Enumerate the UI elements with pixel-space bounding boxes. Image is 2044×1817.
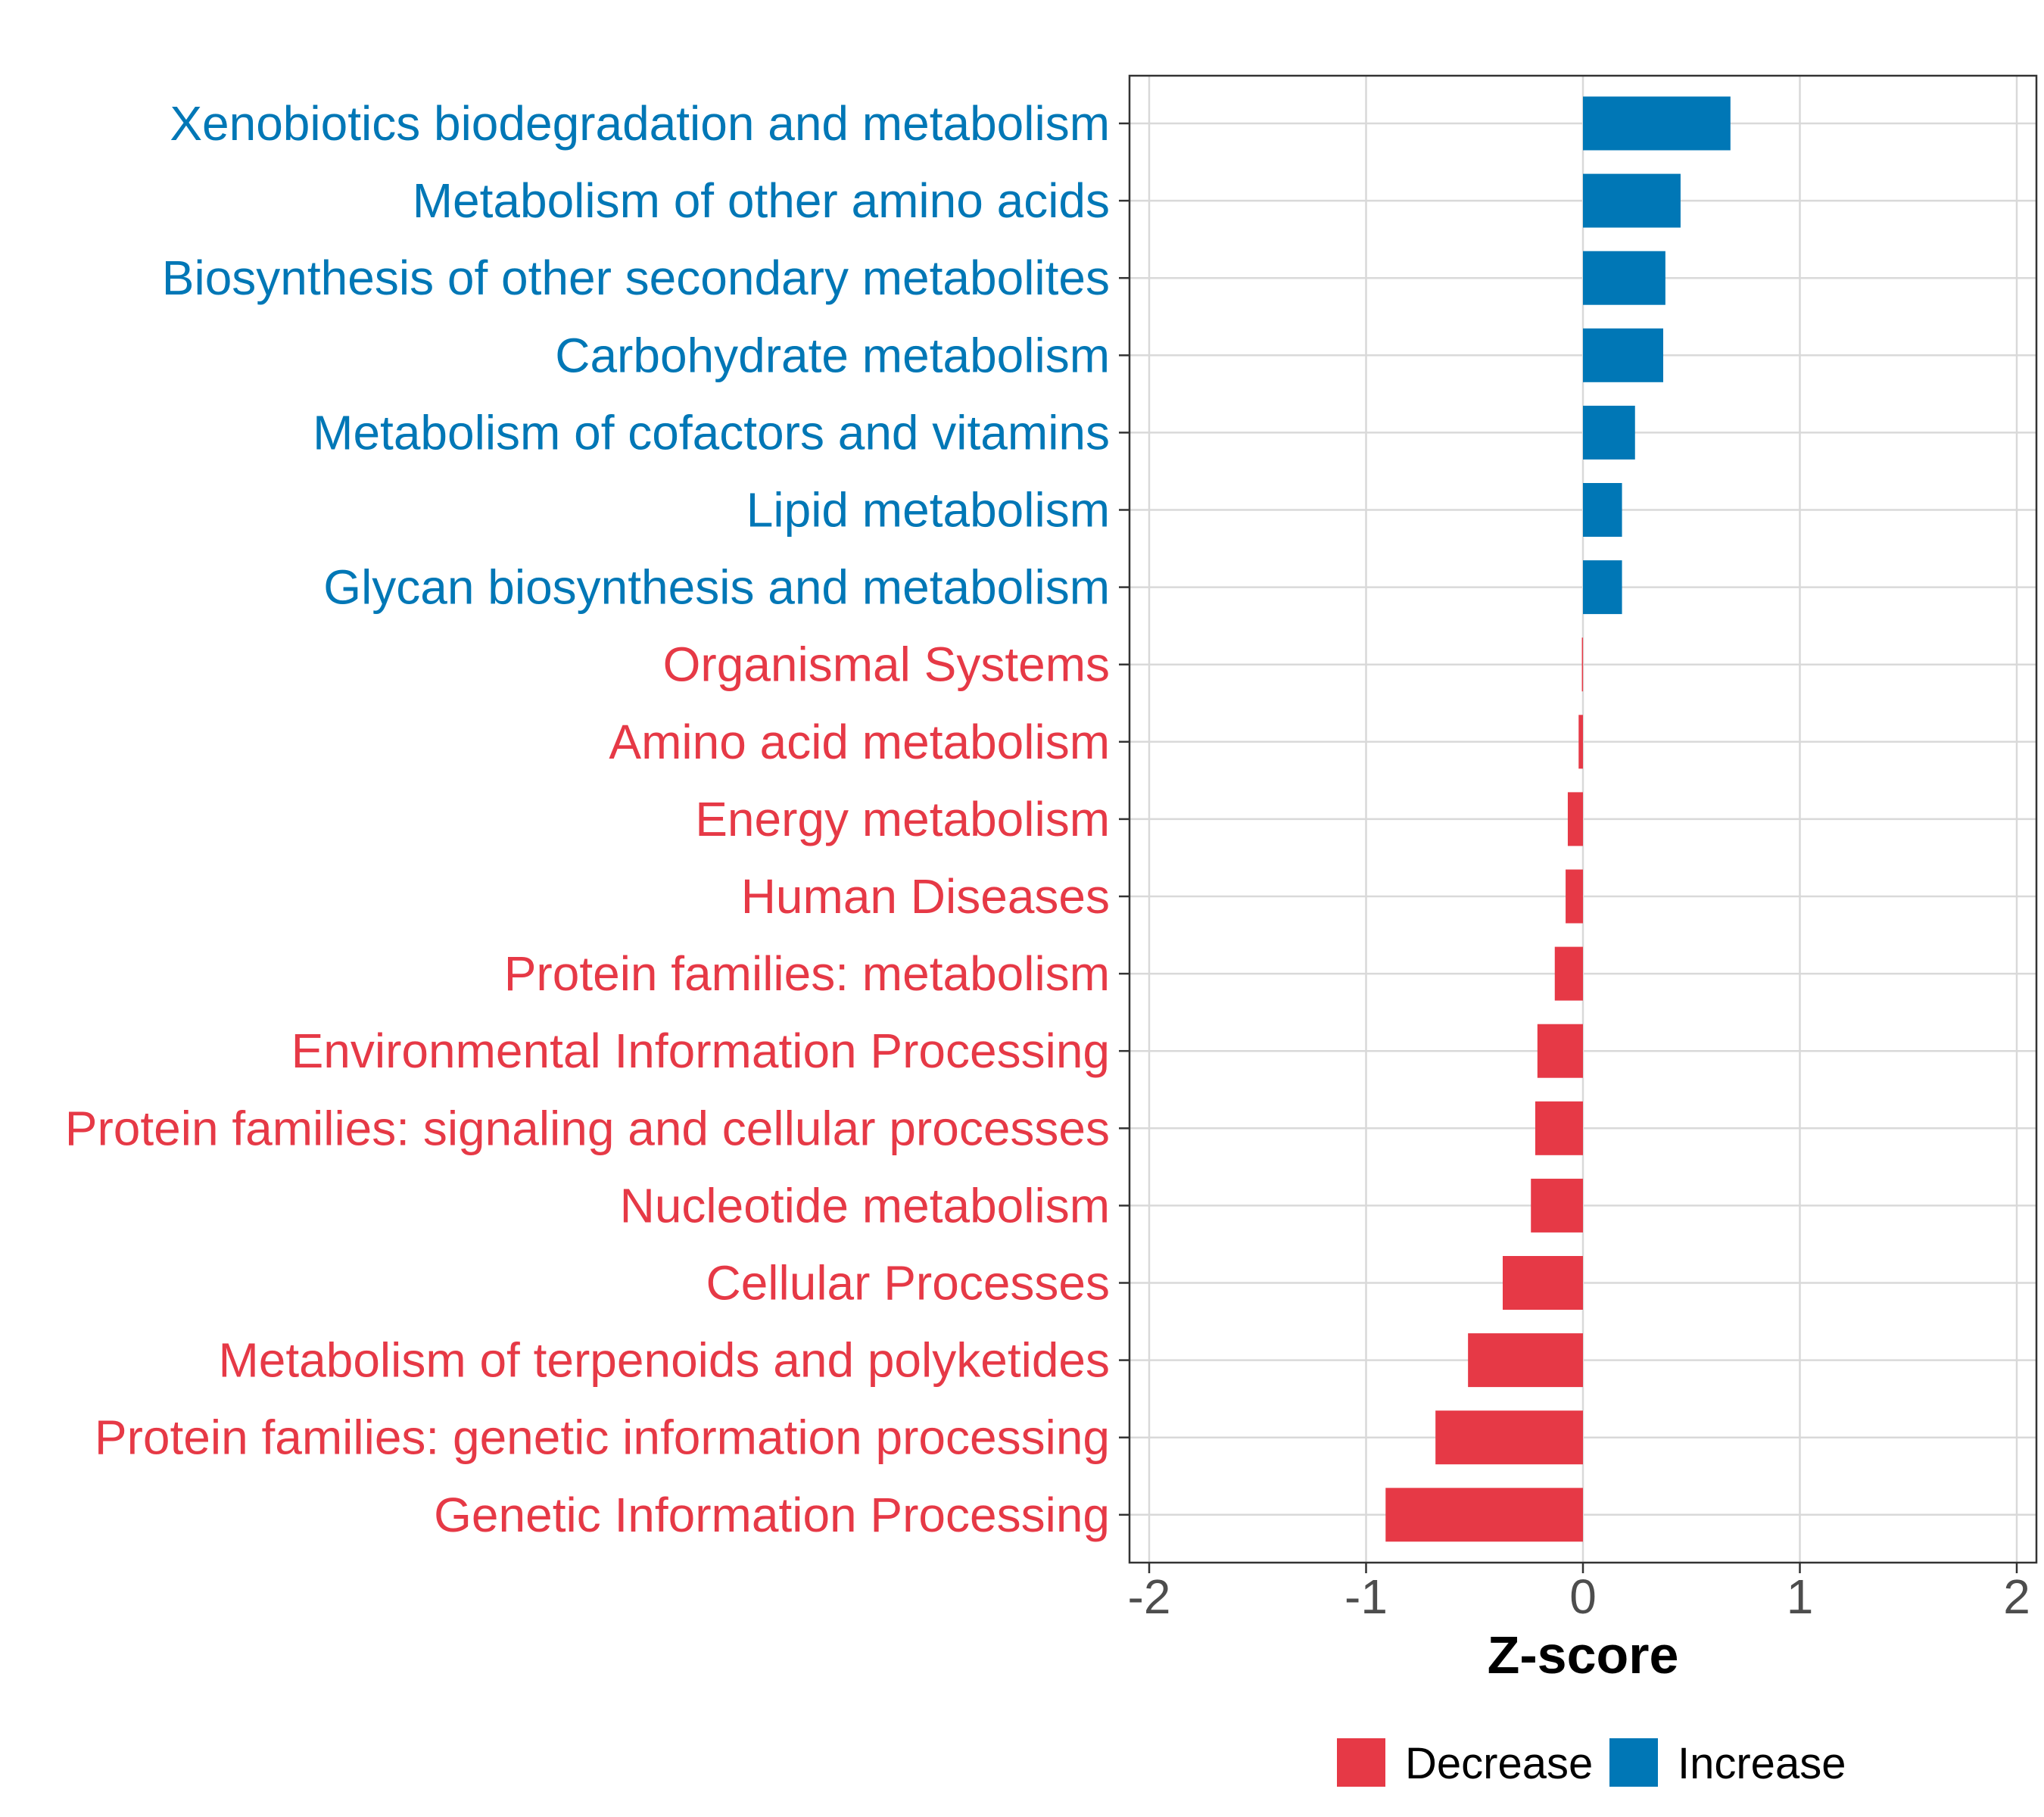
x-tick-labels: -2 -1 0 1 2 — [1128, 1569, 2030, 1624]
x-tick-label: 2 — [2003, 1569, 2030, 1624]
legend: Decrease Increase — [1337, 1738, 1846, 1788]
legend-label: Decrease — [1405, 1739, 1593, 1788]
x-tick-label: 0 — [1569, 1569, 1597, 1624]
bar — [1554, 946, 1583, 1001]
bar — [1531, 1178, 1583, 1233]
category-label: Metabolism of other amino acids — [413, 173, 1110, 228]
bar — [1583, 251, 1665, 305]
category-label: Protein families: metabolism — [504, 946, 1110, 1001]
bar — [1583, 560, 1622, 615]
category-label: Protein families: signaling and cellular… — [65, 1101, 1110, 1155]
category-label: Lipid metabolism — [746, 483, 1110, 538]
bar — [1537, 1024, 1583, 1078]
bar — [1583, 483, 1622, 537]
bar — [1468, 1333, 1583, 1388]
legend-label: Increase — [1678, 1739, 1846, 1788]
category-label: Nucleotide metabolism — [620, 1178, 1110, 1233]
bar — [1578, 715, 1583, 769]
legend-key — [1609, 1738, 1658, 1787]
bar — [1435, 1410, 1583, 1465]
bar — [1583, 328, 1664, 382]
x-tick-label: -1 — [1344, 1569, 1388, 1624]
bar — [1583, 173, 1681, 228]
category-label: Organismal Systems — [663, 637, 1110, 692]
category-label: Metabolism of terpenoids and polyketides — [218, 1333, 1110, 1388]
category-label: Energy metabolism — [695, 792, 1110, 846]
category-label: Xenobiotics biodegradation and metabolis… — [170, 96, 1110, 151]
category-label: Genetic Information Processing — [434, 1488, 1110, 1542]
category-label: Carbohydrate metabolism — [555, 328, 1110, 382]
bar — [1583, 405, 1635, 460]
category-label: Biosynthesis of other secondary metaboli… — [162, 251, 1110, 305]
bar — [1502, 1256, 1583, 1310]
category-label: Protein families: genetic information pr… — [95, 1410, 1110, 1465]
bar — [1566, 869, 1583, 924]
bars — [1385, 96, 1731, 1542]
category-label: Human Diseases — [741, 869, 1110, 924]
bar — [1581, 637, 1584, 692]
bar — [1567, 792, 1583, 846]
bar — [1385, 1488, 1583, 1542]
legend-key — [1337, 1738, 1385, 1787]
bar — [1535, 1101, 1583, 1155]
category-labels: Xenobiotics biodegradation and metabolis… — [65, 96, 1110, 1542]
bar — [1583, 96, 1731, 151]
x-tick-label: 1 — [1787, 1569, 1814, 1624]
x-tick-label: -2 — [1128, 1569, 1171, 1624]
category-label: Amino acid metabolism — [609, 715, 1110, 769]
x-axis-title: Z-score — [1488, 1625, 1679, 1685]
axis-ticks — [1119, 122, 2018, 1573]
category-label: Metabolism of cofactors and vitamins — [313, 405, 1110, 460]
category-label: Environmental Information Processing — [291, 1024, 1110, 1078]
category-label: Glycan biosynthesis and metabolism — [323, 560, 1110, 615]
category-label: Cellular Processes — [706, 1256, 1110, 1311]
